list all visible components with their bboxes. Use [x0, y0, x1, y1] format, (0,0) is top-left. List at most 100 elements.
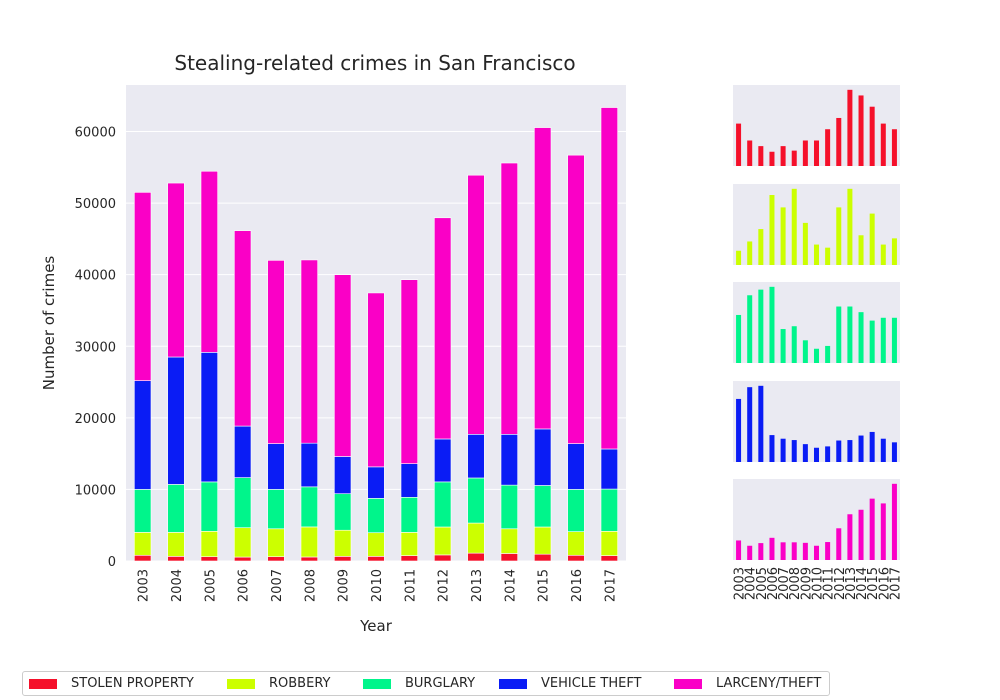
small-bar [847, 89, 853, 166]
x-tick-label: 2011 [403, 569, 418, 602]
small-bar [891, 483, 897, 560]
legend-swatch [674, 678, 702, 689]
small-bar [747, 241, 753, 265]
small-bar [825, 247, 831, 265]
small-bar [825, 446, 831, 462]
small-bar [747, 140, 753, 166]
small-bar [791, 440, 797, 462]
bar-segment [134, 532, 152, 556]
small-bar [813, 140, 820, 166]
x-tick-label: 2012 [437, 569, 452, 602]
y-tick-label: 50000 [75, 197, 116, 212]
small-multiple-panel [733, 184, 900, 265]
small-bar [780, 438, 786, 462]
y-tick-label: 20000 [75, 412, 116, 427]
bar-segment [134, 489, 152, 533]
bar-segment [400, 279, 418, 464]
bar-segment [334, 274, 352, 457]
small-bar [769, 195, 775, 265]
small-x-tick-label: 2008 [788, 567, 803, 600]
legend-item: ROBBERY [227, 676, 330, 691]
bar-segment [534, 485, 552, 528]
bar-segment [600, 530, 618, 556]
bar-segment [300, 526, 318, 558]
small-bar [891, 238, 897, 265]
bar-segment [434, 438, 452, 483]
small-bar [858, 509, 864, 560]
bar-segment [134, 380, 152, 490]
small-bar [869, 431, 875, 462]
x-axis-label: Year [359, 617, 393, 635]
small-bar [769, 286, 775, 363]
small-x-tick-label: 2010 [811, 567, 826, 600]
bar-segment [400, 532, 418, 556]
small-bar [847, 306, 853, 363]
bar-segment [434, 526, 452, 556]
bar-segment [400, 555, 418, 562]
small-x-tick-label: 2015 [866, 567, 881, 600]
small-bar [747, 295, 753, 363]
bar-segment [600, 448, 618, 490]
bar-segment [534, 428, 552, 486]
x-tick-label: 2015 [537, 569, 552, 602]
small-bar [769, 435, 775, 462]
legend-item: LARCENY/THEFT [674, 676, 821, 691]
bar-segment [367, 498, 385, 534]
legend-item: BURGLARY [363, 676, 475, 691]
x-tick-label: 2003 [137, 569, 152, 602]
small-bar [791, 150, 797, 166]
legend-label: LARCENY/THEFT [716, 676, 822, 691]
bar-segment [200, 352, 218, 483]
small-x-tick-label: 2017 [888, 567, 903, 600]
bar-segment [334, 556, 352, 562]
y-axis-label: Number of crimes [40, 256, 58, 391]
bar-segment [367, 292, 385, 468]
small-bar [836, 440, 842, 462]
bar-segment [267, 528, 285, 558]
small-bar [769, 537, 775, 560]
bar-segment [400, 463, 418, 498]
legend-swatch [227, 678, 255, 689]
small-x-tick-label: 2005 [755, 567, 770, 600]
x-tick-label: 2014 [503, 569, 518, 602]
small-bar [791, 188, 797, 265]
x-tick-label: 2004 [170, 569, 185, 602]
bar-segment [234, 527, 252, 558]
legend-label: BURGLARY [405, 676, 476, 691]
bar-segment [200, 530, 218, 558]
bar-segment [200, 481, 218, 532]
small-bar [813, 545, 820, 560]
x-tick-label: 2006 [237, 569, 252, 602]
small-multiple-panel [733, 85, 900, 166]
bar-segment [467, 477, 485, 524]
y-tick-label: 10000 [75, 483, 116, 498]
small-bar [780, 207, 786, 265]
x-tick-label: 2013 [470, 569, 485, 602]
small-bar [880, 503, 886, 560]
x-tick-label: 2009 [337, 569, 352, 602]
small-bar [736, 123, 742, 166]
bar-segment [500, 553, 518, 562]
bar-segment [334, 529, 352, 557]
y-tick-label: 60000 [75, 126, 116, 141]
small-x-tick-label: 2012 [833, 567, 848, 600]
small-x-tick-label: 2003 [733, 567, 748, 600]
bar-segment [434, 481, 452, 528]
bar-segment [300, 259, 318, 444]
small-x-tick-label: 2006 [766, 567, 781, 600]
bar-segment [467, 552, 485, 562]
chart-title: Stealing-related crimes in San Francisco [174, 51, 575, 75]
bar-segment [534, 127, 552, 430]
bar-segment [400, 496, 418, 533]
bar-segment [567, 531, 585, 556]
bar-segment [567, 554, 585, 562]
bar-segment [600, 488, 618, 532]
small-bar [791, 542, 797, 560]
small-bar [858, 312, 864, 363]
small-bar [847, 188, 853, 265]
small-bar [802, 444, 808, 462]
small-multiple-panel [733, 381, 900, 462]
small-x-tick-label: 2014 [855, 567, 870, 600]
bar-segment [167, 356, 185, 485]
